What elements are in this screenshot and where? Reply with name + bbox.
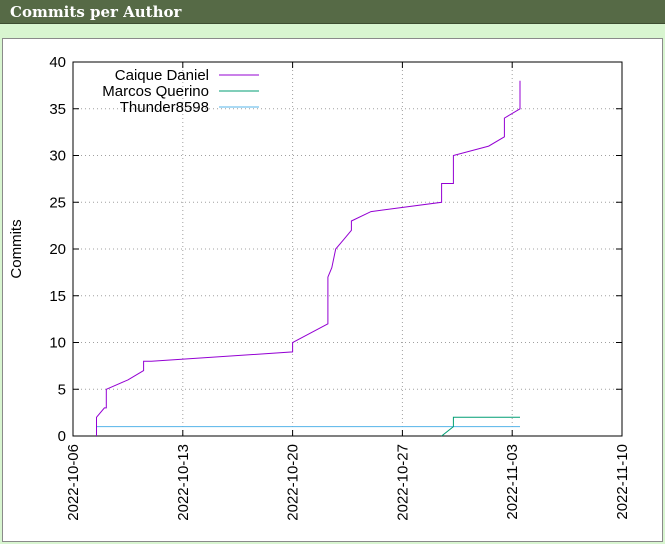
x-tick-label: 2022-10-20 <box>285 444 302 521</box>
y-tick-label: 10 <box>49 335 66 352</box>
x-tick-label: 2022-10-27 <box>394 444 411 521</box>
x-tick-label: 2022-11-03 <box>504 444 521 520</box>
x-tick-label: 2022-10-13 <box>175 444 192 521</box>
y-tick-label: 15 <box>49 288 66 305</box>
y-tick-label: 35 <box>49 101 66 118</box>
series-line-caique-daniel <box>96 80 521 436</box>
y-tick-label: 5 <box>58 381 66 398</box>
y-tick-label: 30 <box>49 148 66 165</box>
plot-border <box>72 61 623 437</box>
x-tick-label: 2022-11-10 <box>614 444 631 520</box>
series-line-marcos-querino <box>441 416 520 437</box>
series-line-thunder8598 <box>96 426 520 436</box>
y-tick-label: 25 <box>49 194 66 211</box>
legend-label: Caique Daniel <box>115 67 209 84</box>
y-axis-label: Commits <box>8 219 25 278</box>
header-title: Commits per Author <box>10 3 182 21</box>
legend-label: Thunder8598 <box>120 99 209 116</box>
x-tick-label: 2022-10-06 <box>65 444 82 521</box>
y-tick-label: 40 <box>49 54 66 71</box>
y-tick-label: 20 <box>49 241 66 258</box>
report-header: Commits per Author <box>0 0 665 24</box>
commits-per-author-chart: 0 5 10 15 20 25 30 35 40 2022-10-06 2022-10-13 2022… <box>8 54 631 521</box>
legend-label: Marcos Querino <box>102 83 209 100</box>
y-tick-label: 0 <box>58 428 66 445</box>
chart-panel: 0 5 10 15 20 25 30 35 40 2022-10-06 2022-10-13 2022… <box>2 38 663 542</box>
